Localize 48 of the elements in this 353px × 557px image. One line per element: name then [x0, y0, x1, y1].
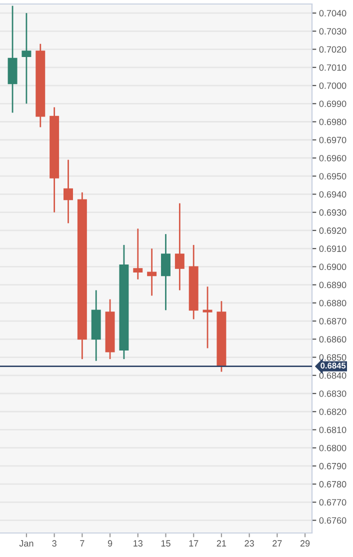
candlestick	[147, 248, 157, 296]
y-tick-label: 0.6820	[319, 408, 346, 415]
y-tick-label: 0.6980	[319, 118, 346, 126]
x-tick-label: 23	[244, 540, 254, 547]
y-tick-label: 0.6840	[319, 372, 346, 379]
y-tick-label: 0.6760	[319, 517, 346, 524]
y-tick-label: 0.6800	[319, 444, 346, 452]
y-tick-label: 0.7020	[319, 46, 346, 53]
candlestick	[64, 159, 73, 224]
y-tick-label: 0.6990	[319, 100, 346, 107]
x-tick-label: 29	[300, 540, 310, 547]
y-tick-label: 0.6880	[319, 300, 346, 306]
y-tick-label: 0.6950	[319, 173, 346, 180]
y-tick-label: 0.6900	[319, 264, 346, 270]
y-tick-label: 0.7000	[319, 82, 346, 89]
x-tick-label: 7	[80, 540, 84, 546]
y-tick-label: 0.6890	[319, 282, 346, 288]
y-tick-label: 0.6870	[319, 318, 346, 324]
candlestick	[174, 202, 184, 291]
y-tick-label: 0.6940	[319, 191, 346, 198]
y-tick-label: 0.6920	[319, 227, 346, 234]
candlestick	[161, 233, 170, 311]
y-tick-label: 0.6850	[319, 354, 346, 361]
y-tick-label: 0.6790	[319, 462, 346, 470]
x-tick-label: 3	[52, 540, 56, 547]
x-tick-label: 17	[189, 540, 198, 546]
y-tick-label: 0.6970	[319, 136, 346, 144]
ref-line-label: 0.6845	[320, 362, 346, 369]
y-tick-label: 0.6960	[319, 154, 346, 162]
candlestick	[133, 228, 143, 280]
y-tick-label: 0.6930	[319, 209, 346, 216]
candlestick	[22, 12, 32, 104]
x-tick-label: 9	[108, 540, 112, 547]
x-tick-label: 15	[161, 540, 170, 547]
y-tick-label: 0.6910	[319, 246, 346, 252]
candlestick	[202, 286, 212, 349]
y-tick-label: 0.6860	[319, 336, 346, 343]
x-tick-label: 21	[216, 540, 226, 546]
y-tick-label: 0.6770	[319, 499, 346, 506]
y-tick-label: 0.7040	[319, 10, 346, 16]
y-tick-label: 0.7010	[319, 64, 346, 71]
y-tick-label: 0.6780	[319, 481, 346, 488]
y-tick-label: 0.6810	[319, 426, 346, 434]
x-tick-label: 27	[272, 540, 282, 546]
x-tick-label: 13	[134, 540, 143, 547]
y-tick-label: 0.6830	[319, 390, 346, 397]
x-tick-label: Jan	[19, 540, 34, 547]
y-tick-label: 0.7030	[319, 28, 346, 35]
